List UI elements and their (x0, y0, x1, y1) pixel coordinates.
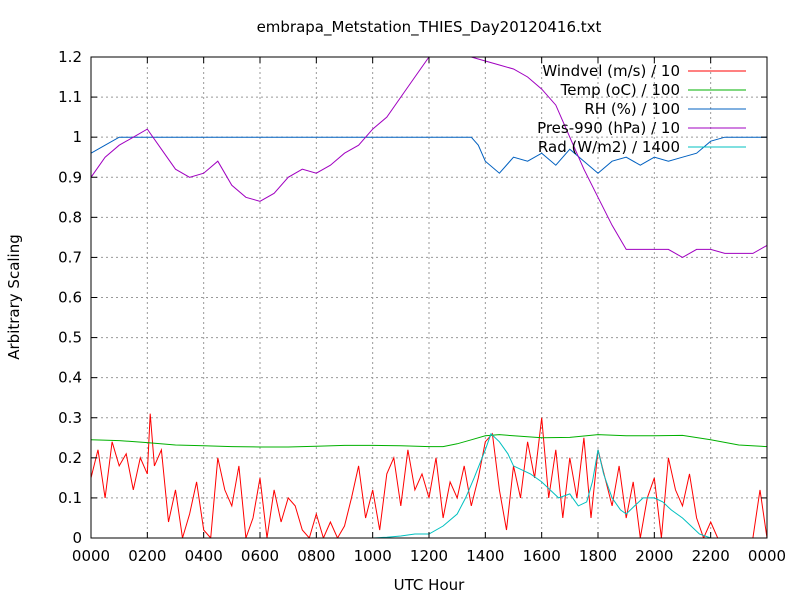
y-tick-label: 0.7 (58, 248, 82, 266)
x-tick-label: 0000 (748, 547, 786, 565)
y-tick-label: 1 (72, 128, 82, 146)
y-tick-label: 0.5 (58, 329, 82, 347)
x-tick-label: 0800 (297, 547, 335, 565)
y-tick-label: 1.1 (58, 88, 82, 106)
x-tick-label: 1000 (354, 547, 392, 565)
y-tick-label: 0.4 (58, 369, 82, 387)
legend-label-4: Rad (W/m2) / 1400 (538, 138, 680, 156)
y-tick-label: 1.2 (58, 48, 82, 66)
x-axis-title: UTC Hour (394, 576, 465, 594)
series-line-4 (91, 432, 767, 538)
x-tick-label: 1600 (523, 547, 561, 565)
legend-label-0: Windvel (m/s) / 10 (542, 62, 680, 80)
x-tick-label: 0200 (128, 547, 166, 565)
x-tick-label: 0000 (72, 547, 110, 565)
x-tick-label: 2200 (692, 547, 730, 565)
chart-title: embrapa_Metstation_THIES_Day20120416.txt (257, 18, 602, 37)
x-tick-label: 1800 (579, 547, 617, 565)
y-tick-label: 0.6 (58, 289, 82, 307)
y-tick-label: 0.8 (58, 208, 82, 226)
y-tick-label: 0 (72, 529, 82, 547)
legend-label-2: RH (%) / 100 (584, 100, 680, 118)
y-tick-label: 0.2 (58, 449, 82, 467)
ticks: 0000 0200 0400 0600 0800 1000 1200 1400 1600 1800… (58, 48, 786, 565)
x-tick-label: 0400 (185, 547, 223, 565)
series-line-0 (91, 413, 767, 538)
x-tick-label: 0600 (241, 547, 279, 565)
series-group (91, 57, 767, 538)
series-line-1 (91, 434, 767, 448)
series-line-3 (91, 57, 767, 258)
legend-label-3: Pres-990 (hPa) / 10 (537, 119, 680, 137)
x-tick-label: 1200 (410, 547, 448, 565)
x-tick-label: 1400 (466, 547, 504, 565)
y-axis-title: Arbitrary Scaling (5, 234, 23, 360)
legend-label-1: Temp (oC) / 100 (560, 81, 680, 99)
y-tick-label: 0.3 (58, 409, 82, 427)
x-tick-label: 2000 (635, 547, 673, 565)
y-tick-label: 0.1 (58, 489, 82, 507)
y-tick-label: 0.9 (58, 168, 82, 186)
series-line-2 (91, 136, 767, 174)
